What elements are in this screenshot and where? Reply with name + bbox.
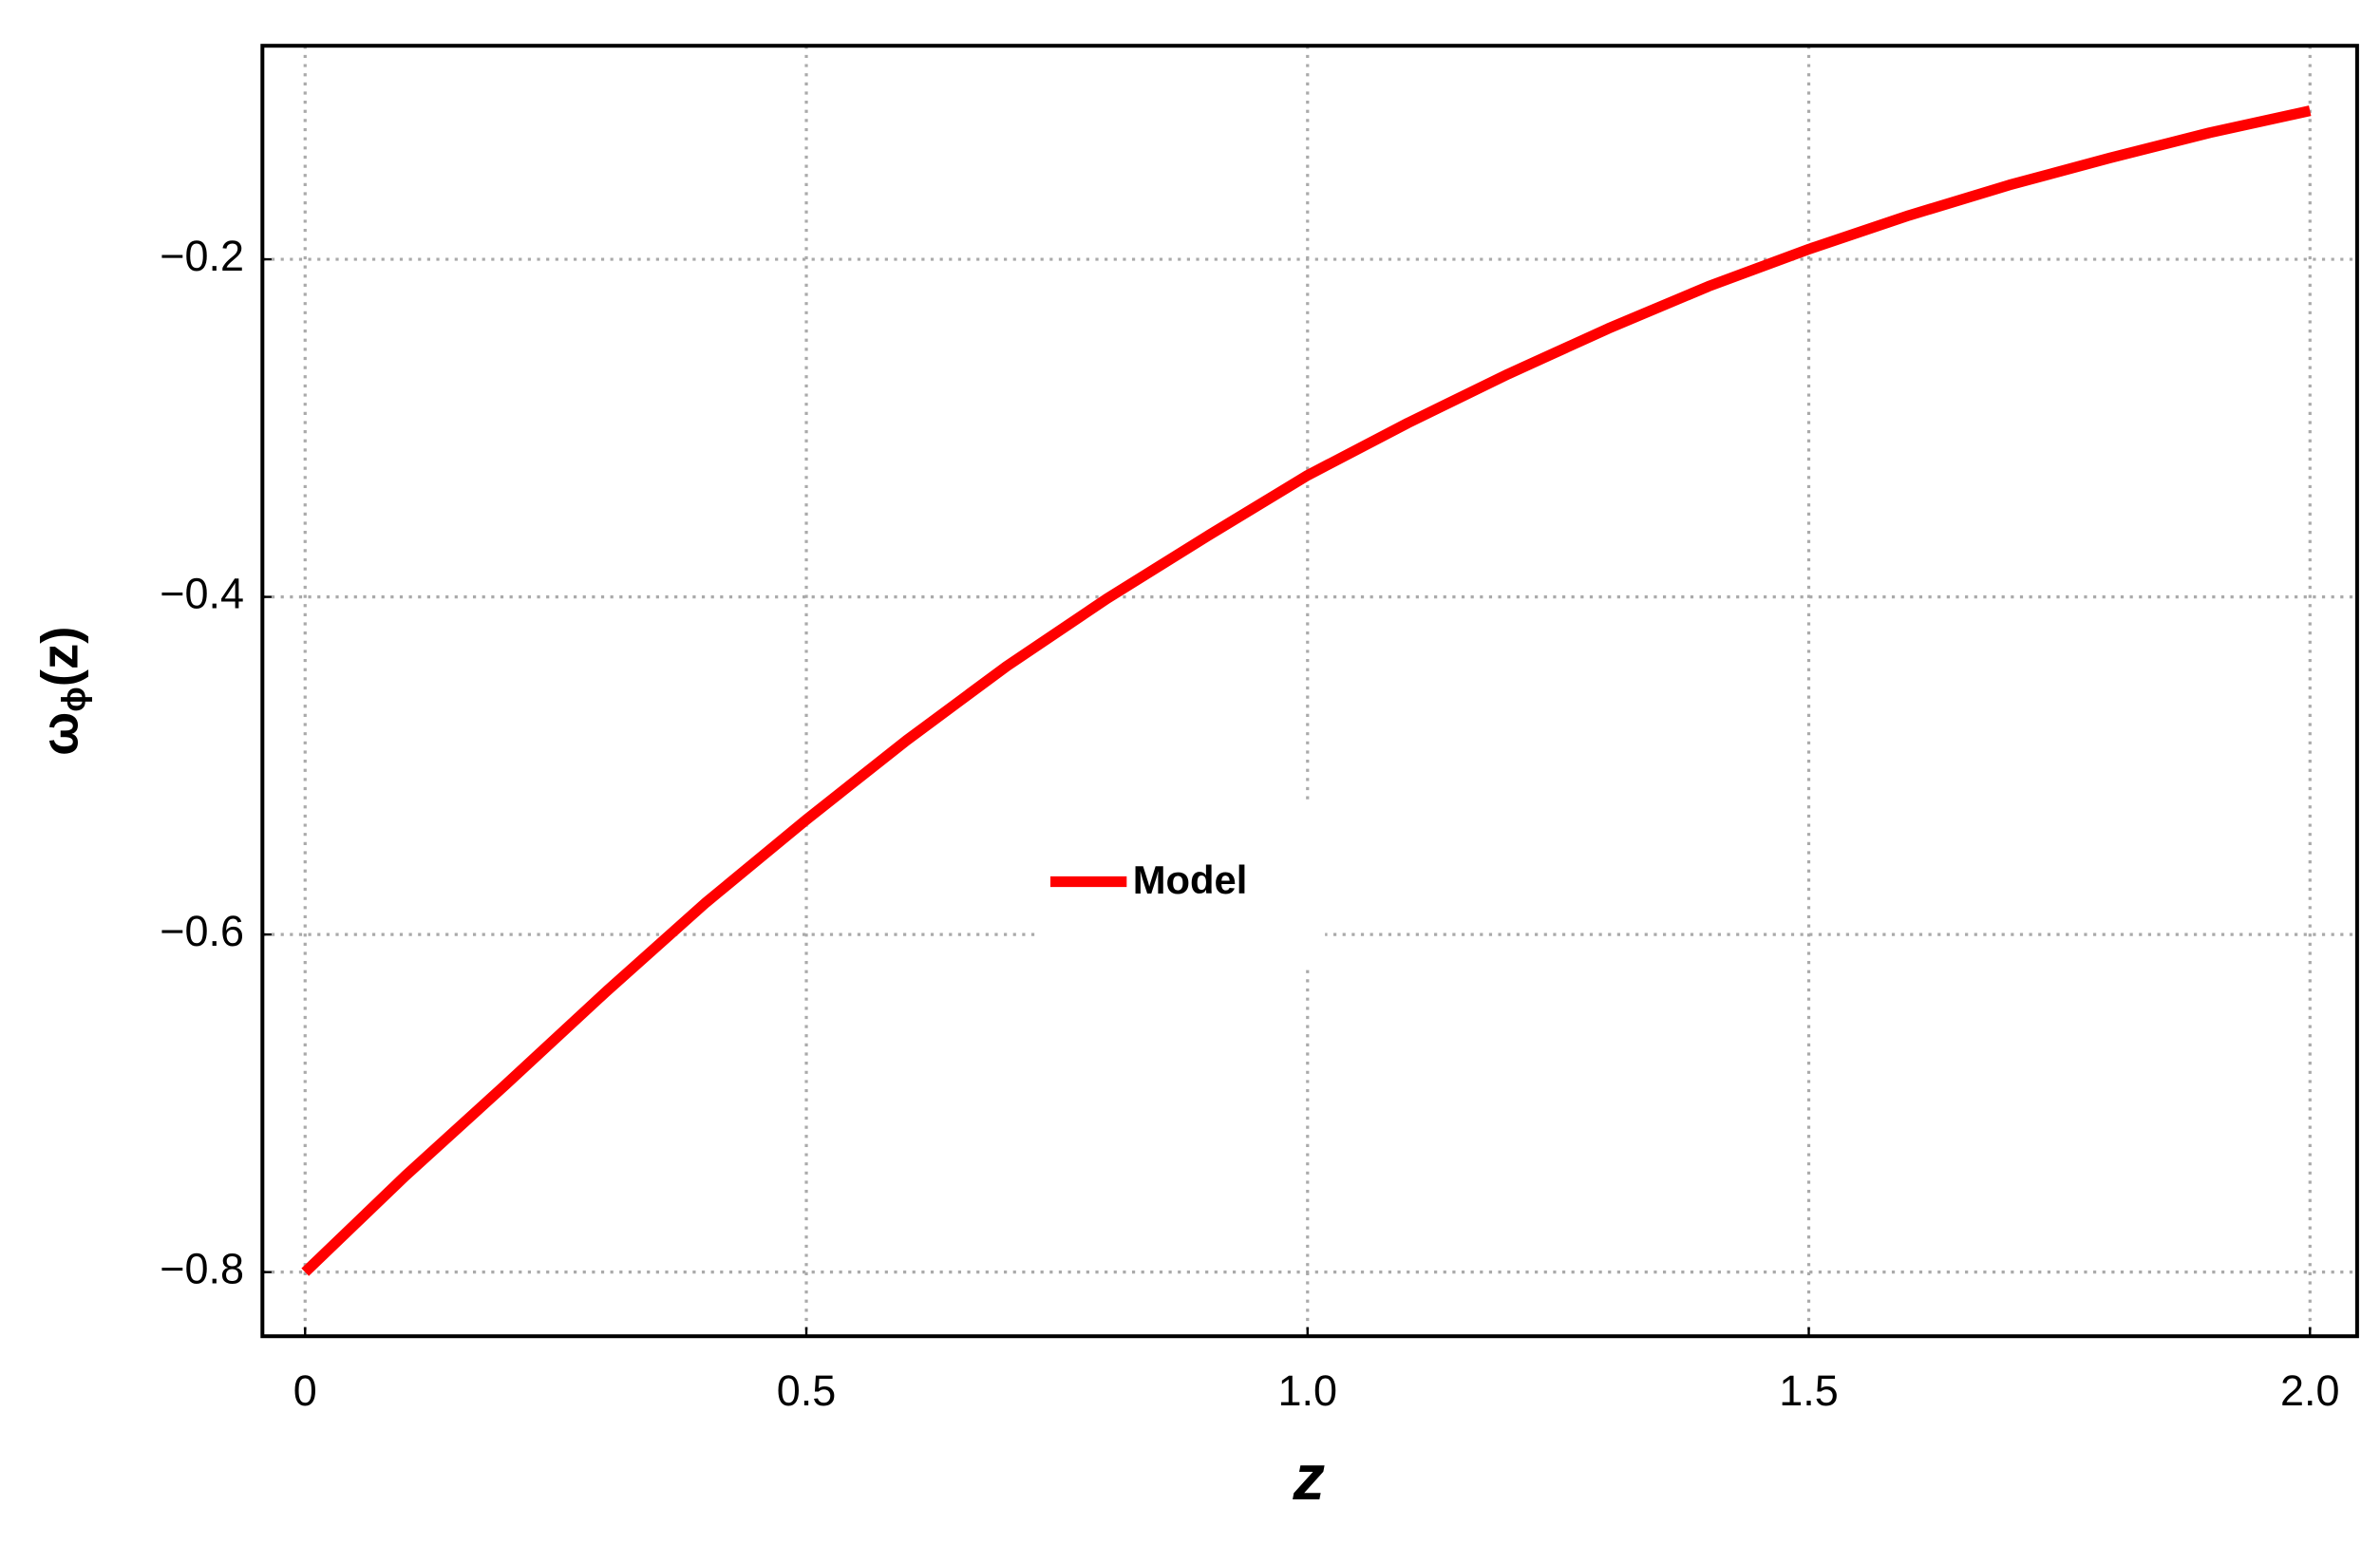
x-tick-label: 0.5	[777, 1366, 837, 1415]
y-tick-label: −0.2	[160, 232, 244, 280]
x-axis-label: z	[1292, 1442, 1325, 1514]
x-tick-label: 1.5	[1779, 1366, 1839, 1415]
line-series	[301, 105, 2312, 1276]
y-axis-label-base: ω	[31, 712, 89, 756]
plot-frame	[260, 44, 2359, 1339]
x-tick-label: 1.0	[1278, 1366, 1338, 1415]
y-axis-label-sub: ϕ	[56, 687, 93, 711]
x-tick-label: 2.0	[2280, 1366, 2340, 1415]
y-axis-label-rest: (z)	[31, 627, 89, 687]
legend-label: Model	[1133, 857, 1248, 902]
y-tick-label: −0.6	[160, 907, 244, 955]
y-axis-label: ωϕ(z)	[31, 627, 93, 756]
x-tick-label: 0	[293, 1366, 317, 1415]
y-tick-label: −0.4	[160, 569, 244, 617]
y-tick-label: −0.8	[160, 1245, 244, 1293]
